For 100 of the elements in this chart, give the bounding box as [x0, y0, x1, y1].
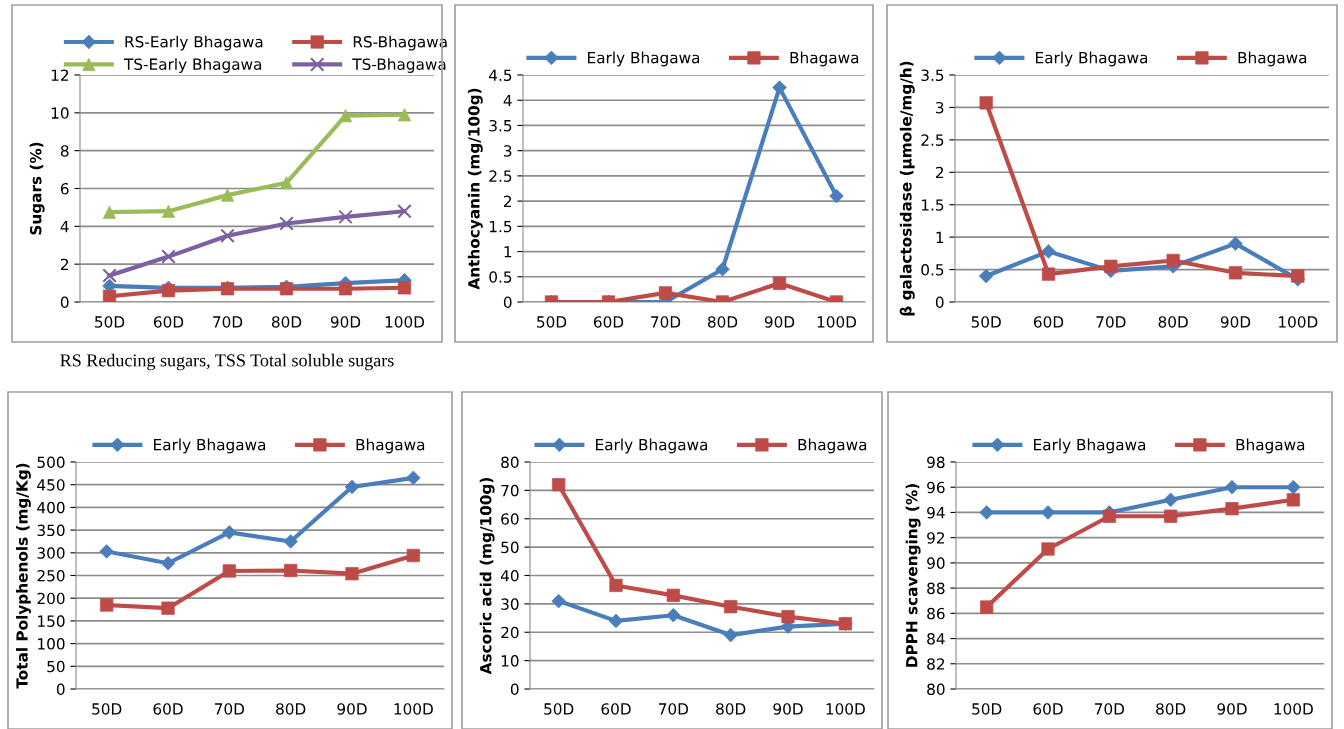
y-tick-label: 300 [37, 547, 65, 559]
legend-label: Bhagawa [790, 51, 859, 67]
x-tick-label: 60D [601, 703, 631, 715]
x-tick-label: 80D [276, 703, 306, 715]
legend-label: TS-Early Bhagawa [123, 58, 262, 73]
legend-label: TS-Bhagawa [352, 58, 446, 73]
y-tick-label: 0 [510, 683, 519, 696]
y-tick-label: 3 [936, 101, 944, 114]
y-tick-label: 2 [503, 195, 512, 207]
y-tick-label: 6 [60, 182, 69, 195]
y-tick-label: 12 [51, 69, 69, 81]
legend-label: RS-Early Bhagawa [125, 35, 263, 51]
x-tick-label: 70D [214, 703, 245, 715]
legend-label: Bhagawa [1236, 438, 1305, 454]
x-tick-label: 60D [1033, 316, 1064, 328]
y-tick-label: 1.5 [489, 221, 512, 233]
y-tick-label: 10 [501, 655, 519, 667]
y-tick-label: 0.5 [489, 271, 512, 283]
x-tick-label: 50D [537, 316, 567, 328]
legend-label: Early Bhagawa [596, 438, 708, 454]
y-tick-label: 20 [501, 626, 519, 639]
y-tick-label: 450 [37, 479, 65, 491]
y-tick-label: 0 [60, 296, 69, 309]
y-tick-label: 250 [37, 569, 65, 582]
x-tick-label: 80D [1158, 316, 1188, 328]
y-tick-label: 30 [501, 598, 519, 610]
text: RS Reducing sugars, TSS Total soluble sugars [60, 353, 394, 371]
x-tick-label: 70D [1094, 703, 1125, 715]
x-tick-label: 80D [271, 316, 302, 328]
x-tick-label: 70D [658, 703, 689, 715]
y-tick-label: 88 [927, 582, 945, 595]
legend-label: Early Bhagawa [154, 438, 266, 454]
x-tick-label: 90D [330, 316, 361, 328]
y-tick-label: 98 [927, 456, 945, 469]
x-tick-label: 60D [593, 316, 624, 328]
y-tick-label: 3.5 [921, 69, 944, 82]
x-tick-label: 90D [1220, 316, 1251, 328]
legend-label: Early Bhagawa [588, 51, 700, 67]
y-tick-label: 100 [38, 638, 65, 650]
x-tick-label: 60D [153, 316, 184, 328]
y-tick-label: 84 [927, 633, 945, 645]
x-tick-label: 100D [1274, 703, 1313, 715]
y-tick-label: 4 [60, 221, 69, 233]
y-tick-label: 2 [935, 166, 944, 179]
x-tick-label: 100D [1279, 316, 1318, 328]
y-tick-label: 1 [936, 231, 944, 243]
x-tick-label: 60D [1033, 703, 1063, 715]
y-tick-label: 50 [501, 541, 519, 554]
x-tick-label: 90D [337, 703, 367, 715]
y-tick-label: 0 [935, 296, 944, 309]
y-tick-label: 8 [60, 145, 69, 157]
y-axis-title: DPPH scavenging (%) [905, 484, 921, 667]
y-tick-label: 80 [927, 683, 945, 696]
y-tick-label: 200 [37, 592, 65, 605]
y-tick-label: 82 [927, 658, 945, 670]
legend-label: Early Bhagawa [1036, 51, 1148, 67]
x-tick-label: 50D [92, 703, 122, 715]
y-axis-title: Ascoric acid (mg/100g) [479, 477, 495, 675]
y-tick-label: 500 [37, 456, 65, 469]
y-axis-title: Total Polyphenols (mg/Kg) [15, 463, 31, 689]
y-tick-label: 0.5 [921, 264, 944, 276]
x-tick-label: 100D [817, 316, 857, 328]
x-tick-label: 90D [773, 703, 803, 715]
x-tick-label: 50D [972, 703, 1002, 715]
x-tick-label: 70D [1096, 316, 1126, 328]
y-tick-label: 1 [504, 246, 512, 258]
legend-label: Early Bhagawa [1034, 438, 1146, 454]
y-tick-label: 96 [927, 481, 945, 494]
y-tick-label: 0 [56, 683, 65, 696]
y-tick-label: 2.5 [489, 170, 512, 182]
legend-label: Bhagawa [798, 438, 867, 454]
x-tick-label: 60D [153, 703, 183, 715]
y-tick-label: 350 [37, 524, 65, 537]
y-tick-label: 50 [47, 660, 65, 673]
y-axis-title: β galactosidase (µmole/mg/h) [899, 61, 915, 316]
y-tick-label: 60 [501, 513, 519, 525]
x-tick-label: 50D [971, 316, 1001, 328]
y-tick-label: 2 [60, 258, 69, 270]
y-tick-label: 4.5 [489, 69, 512, 82]
y-tick-label: 400 [37, 501, 65, 514]
y-tick-label: 3.5 [489, 119, 512, 132]
x-tick-label: 70D [213, 316, 243, 328]
y-tick-label: 86 [927, 607, 945, 620]
x-tick-label: 80D [716, 703, 746, 715]
y-tick-label: 70 [501, 484, 519, 497]
y-tick-label: 10 [51, 107, 69, 119]
legend-label: RS-Bhagawa [353, 35, 447, 51]
y-tick-label: 92 [927, 532, 945, 544]
y-tick-label: 0 [503, 296, 512, 309]
x-tick-label: 100D [826, 703, 865, 715]
x-tick-label: 90D [1217, 703, 1247, 715]
legend-label: Bhagawa [356, 438, 425, 454]
y-tick-label: 90 [927, 557, 945, 569]
x-tick-label: 70D [651, 316, 681, 328]
y-tick-label: 40 [500, 569, 519, 582]
y-axis-title: Anthocyanin (mg/100g) [467, 88, 483, 290]
y-tick-label: 94 [927, 506, 945, 519]
legend-label: Bhagawa [1238, 51, 1307, 67]
y-axis-title: Sugars (%) [29, 142, 45, 235]
y-tick-label: 3 [504, 145, 512, 157]
